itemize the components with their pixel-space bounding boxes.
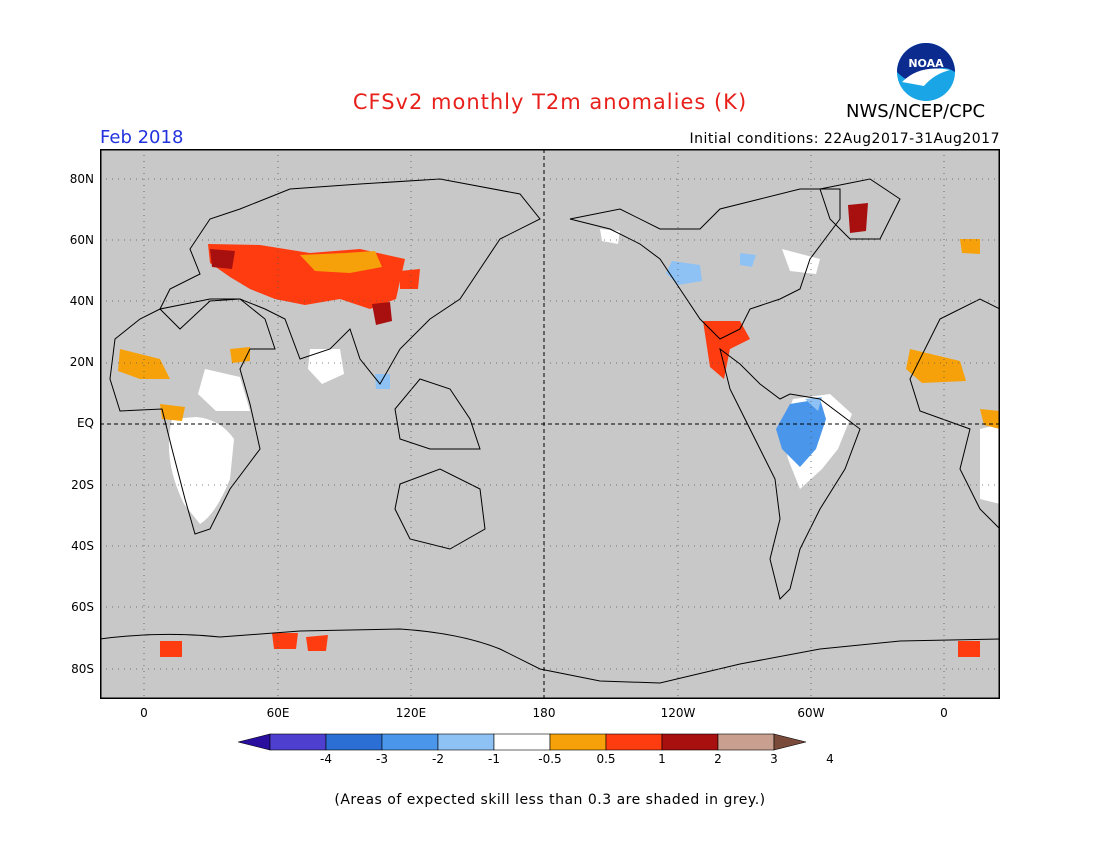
lat-label: 60N [69, 233, 94, 247]
map-title: CFSv2 monthly T2m anomalies (K) [352, 90, 748, 114]
colorbar-label: 3 [770, 752, 778, 766]
anomaly-map [100, 149, 1000, 699]
coastlines [100, 178, 1000, 684]
map-frame [100, 149, 1000, 699]
lat-label: 40S [71, 539, 94, 553]
lon-label: 60W [797, 706, 825, 720]
footnote: (Areas of expected skill less than 0.3 a… [334, 792, 766, 808]
colorbar-box [437, 733, 495, 751]
colorbar-label: 4 [826, 752, 834, 766]
lon-label: 0 [140, 706, 148, 720]
lon-label: 120E [395, 706, 427, 720]
colorbar-box [661, 733, 719, 751]
lat-label: EQ [76, 416, 94, 430]
logo-text: NOAA [908, 57, 944, 70]
colorbar-label: 2 [714, 752, 722, 766]
organization-label: NWS/NCEP/CPC [846, 101, 986, 122]
forecast-month: Feb 2018 [100, 127, 184, 148]
lon-label: 180 [532, 706, 556, 720]
colorbar [238, 733, 807, 751]
colorbar-box [269, 733, 327, 751]
lon-label: 0 [940, 706, 948, 720]
equator-and-dateline [100, 149, 1000, 699]
noaa-logo-icon: NOAA [895, 41, 957, 103]
lat-label: 20N [69, 355, 94, 369]
colorbar-box [549, 733, 607, 751]
lat-label: 60S [71, 600, 94, 614]
colorbar-label: -2 [432, 752, 444, 766]
colorbar-label: -4 [320, 752, 332, 766]
initial-conditions: Initial conditions: 22Aug2017-31Aug2017 [689, 131, 1000, 147]
colorbar-arrow-low [238, 733, 271, 751]
lon-label: 60E [266, 706, 290, 720]
colorbar-label: 0.5 [596, 752, 616, 766]
lat-label: 20S [71, 478, 94, 492]
lat-label: 40N [69, 294, 94, 308]
colorbar-label: 1 [658, 752, 666, 766]
lon-label: 120W [660, 706, 696, 720]
graticule [100, 149, 1000, 699]
warm-anomaly-regions [118, 203, 1000, 657]
colorbar-label: -0.5 [538, 752, 562, 766]
colorbar-box [717, 733, 775, 751]
cold-anomaly-regions [375, 253, 826, 467]
colorbar-arrow-high [773, 733, 807, 751]
colorbar-label: -1 [488, 752, 500, 766]
colorbar-box [493, 733, 551, 751]
colorbar-box [381, 733, 439, 751]
lat-label: 80S [71, 662, 94, 676]
colorbar-box [325, 733, 383, 751]
colorbar-label: -3 [376, 752, 388, 766]
colorbar-box [605, 733, 663, 751]
lat-label: 80N [69, 172, 94, 186]
